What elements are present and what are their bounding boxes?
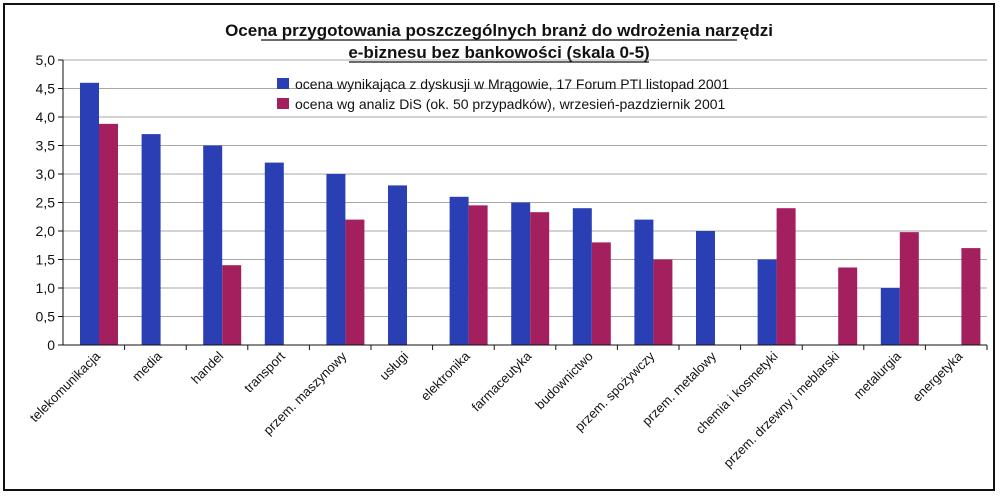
y-tick-label: 1,5 (36, 252, 56, 268)
chart-title: Ocena przygotowania poszczególnych branż… (225, 21, 773, 63)
x-category-label: media (129, 348, 165, 384)
bar-series-2-8 (591, 242, 611, 345)
bar-series-1-7 (511, 202, 531, 345)
bar-series-2-14 (961, 248, 981, 345)
x-category-label: transport (241, 348, 288, 395)
bar-series-2-6 (468, 205, 488, 345)
x-category-label: elektronika (418, 348, 474, 404)
legend-label-series-2: ocena wg analiz DiS (ok. 50 przypadków),… (295, 96, 726, 112)
y-tick-label: 4,0 (36, 109, 56, 125)
bar-series-1-4 (326, 174, 346, 345)
y-tick-label: 0 (47, 337, 55, 353)
legend: ocena wynikająca z dyskusji w Mrągowie, … (277, 76, 729, 112)
bar-series-1-2 (203, 145, 223, 345)
bars (80, 82, 981, 346)
y-tick-label: 0,5 (36, 309, 56, 325)
y-axis: 0 0,5 1,0 1,5 2,0 2,5 3,0 3,5 4,0 4,5 5,0 (36, 52, 64, 353)
bar-series-2-9 (653, 259, 673, 345)
x-category-label: przem. drzewny i meblarski (720, 348, 842, 470)
x-category-label: budownictwo (532, 349, 596, 413)
x-category-label: handel (188, 348, 226, 386)
bar-series-1-11 (757, 259, 777, 345)
bar-series-1-6 (449, 196, 469, 345)
bar-series-1-0 (80, 82, 99, 346)
bar-series-2-0 (99, 123, 118, 345)
legend-label-series-1: ocena wynikająca z dyskusji w Mrągowie, … (295, 76, 729, 92)
y-tick-label: 5,0 (36, 52, 56, 68)
y-tick-label: 4,5 (36, 81, 56, 97)
x-category-label: energetyka (909, 348, 966, 405)
bar-series-1-5 (388, 185, 407, 345)
bar-series-2-11 (776, 208, 796, 345)
y-tick-label: 2,0 (36, 223, 56, 239)
chart-title-line-2: e-biznesu bez bankowości (skala 0-5) (348, 43, 649, 62)
bar-series-2-7 (530, 212, 550, 345)
bar-series-1-10 (696, 231, 715, 345)
x-category-label: telekomunikacja (27, 348, 104, 425)
x-category-label: usługi (376, 348, 411, 383)
bar-series-2-13 (899, 232, 919, 345)
bar-series-1-3 (264, 162, 284, 345)
bar-series-1-1 (141, 134, 161, 345)
legend-swatch-series-1 (277, 78, 289, 89)
bar-series-1-13 (880, 288, 900, 345)
bar-series-2-4 (345, 219, 365, 345)
y-tick-label: 2,5 (36, 195, 56, 211)
bar-series-1-9 (634, 219, 654, 345)
x-axis: telekomunikacja media handel transport przem… (27, 344, 988, 470)
chart-title-line-1: Ocena przygotowania poszczególnych branż… (225, 21, 773, 40)
y-tick-label: 1,0 (36, 280, 56, 296)
y-tick-label: 3,0 (36, 166, 56, 182)
chart-frame: Ocena przygotowania poszczególnych branż… (3, 3, 995, 491)
legend-swatch-series-2 (277, 98, 289, 109)
x-category-label: metalurgia (850, 348, 904, 402)
y-tick-label: 3,5 (36, 138, 56, 154)
bar-series-2-12 (838, 267, 858, 345)
bar-series-1-8 (572, 208, 592, 345)
bar-series-2-2 (222, 265, 242, 345)
bar-chart: Ocena przygotowania poszczególnych branż… (27, 21, 988, 470)
x-category-label: farmaceutyka (469, 348, 535, 414)
